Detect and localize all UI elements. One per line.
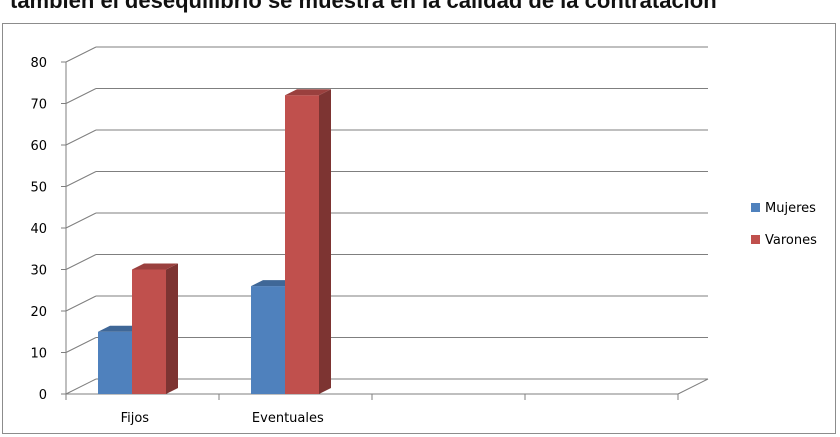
partial-heading: también el desequilibrio se muestra en l… bbox=[0, 0, 840, 24]
bar-layer bbox=[98, 89, 331, 394]
bar-varones bbox=[132, 269, 166, 394]
gridline-depth bbox=[65, 129, 97, 146]
y-tick-label: 0 bbox=[39, 388, 47, 403]
y-tick-label: 10 bbox=[30, 347, 47, 362]
heading-text: también el desequilibrio se muestra en l… bbox=[10, 0, 717, 13]
axis-layer bbox=[61, 61, 709, 400]
gridline-depth bbox=[65, 254, 97, 270]
gridline-depth bbox=[65, 378, 97, 395]
y-tick-label: 50 bbox=[30, 181, 47, 196]
gridline-depth bbox=[65, 171, 97, 187]
legend-label-varones: Varones bbox=[765, 233, 817, 248]
x-category-label: Fijos bbox=[121, 411, 150, 426]
bar-top-varones bbox=[285, 89, 331, 96]
floor-edge bbox=[677, 378, 709, 395]
y-tick-label: 20 bbox=[30, 305, 47, 320]
gridline-depth bbox=[65, 295, 97, 312]
y-tick-label: 60 bbox=[30, 139, 47, 154]
bar-top-varones bbox=[132, 263, 178, 270]
gridline-depth bbox=[65, 88, 97, 104]
gridline-depth bbox=[65, 337, 97, 353]
grid-layer bbox=[65, 46, 708, 395]
bar-side-varones bbox=[319, 89, 331, 394]
gridline-depth bbox=[65, 46, 97, 63]
bar-varones bbox=[285, 95, 319, 394]
legend-swatch-varones bbox=[751, 235, 760, 244]
legend: Mujeres Varones bbox=[751, 201, 817, 248]
bar-side-varones bbox=[166, 263, 178, 394]
legend-swatch-mujeres bbox=[751, 203, 760, 212]
x-category-label: Eventuales bbox=[252, 411, 324, 426]
y-tick-label: 30 bbox=[30, 264, 47, 279]
label-layer: 0 10 20 30 40 50 60 70 80 Fijos Eventuales bbox=[30, 56, 324, 426]
bar-mujeres bbox=[251, 286, 285, 394]
bar-mujeres bbox=[98, 331, 132, 394]
gridline-depth bbox=[65, 212, 97, 229]
legend-label-mujeres: Mujeres bbox=[765, 201, 816, 216]
y-tick-label: 40 bbox=[30, 222, 47, 237]
y-tick-label: 80 bbox=[30, 56, 47, 71]
y-tick-label: 70 bbox=[30, 98, 47, 113]
